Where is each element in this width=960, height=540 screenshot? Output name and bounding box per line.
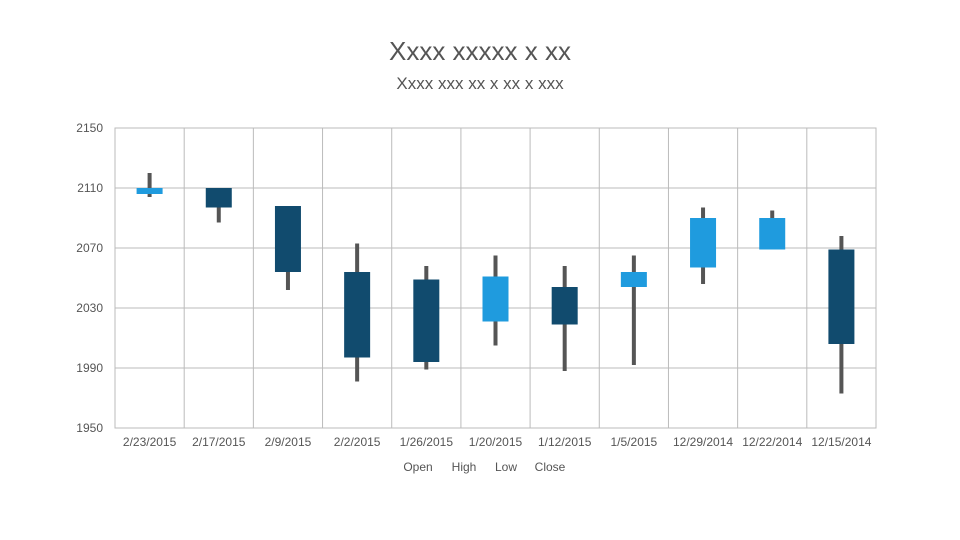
- y-tick-label: 2150: [76, 121, 103, 135]
- chart-title: Xxxx xxxxx x xx: [388, 36, 571, 66]
- candle-body: [551, 287, 578, 325]
- candle-body: [344, 272, 371, 358]
- x-tick-label: 1/5/2015: [611, 435, 658, 449]
- x-tick-label: 1/12/2015: [538, 435, 592, 449]
- candle-body: [828, 249, 855, 344]
- legend-entry: Low: [495, 460, 517, 474]
- x-tick-label: 12/15/2014: [811, 435, 871, 449]
- candle-body: [274, 206, 301, 272]
- legend-entry: Open: [403, 460, 432, 474]
- x-tick-label: 12/29/2014: [673, 435, 733, 449]
- candle-body: [759, 218, 786, 250]
- x-tick-label: 2/17/2015: [192, 435, 246, 449]
- y-tick-label: 1950: [76, 421, 103, 435]
- candle-body: [620, 272, 647, 287]
- x-tick-label: 2/9/2015: [265, 435, 312, 449]
- legend-entry: High: [452, 460, 477, 474]
- y-tick-label: 2070: [76, 241, 103, 255]
- y-tick-label: 1990: [76, 361, 103, 375]
- y-tick-label: 2030: [76, 301, 103, 315]
- chart-subtitle: Xxxx xxx xx x xx x xxx: [396, 74, 564, 93]
- candle-body: [136, 188, 163, 194]
- y-tick-label: 2110: [77, 181, 103, 195]
- legend-entry: Close: [535, 460, 566, 474]
- x-tick-label: 2/2/2015: [334, 435, 381, 449]
- candle-body: [690, 218, 717, 268]
- candle-body: [413, 279, 440, 362]
- candle-body: [482, 276, 509, 322]
- x-tick-label: 1/26/2015: [400, 435, 454, 449]
- x-tick-label: 2/23/2015: [123, 435, 177, 449]
- x-tick-label: 12/22/2014: [742, 435, 802, 449]
- candle-body: [205, 188, 232, 208]
- x-tick-label: 1/20/2015: [469, 435, 523, 449]
